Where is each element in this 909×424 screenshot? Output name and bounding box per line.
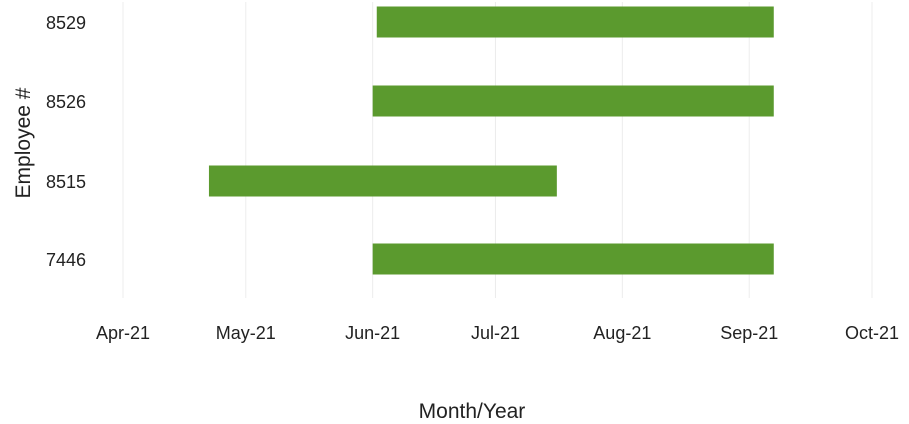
- x-tick-label: Sep-21: [720, 323, 778, 343]
- bar-employee-7446: [372, 243, 774, 275]
- x-tick-label: Apr-21: [96, 323, 150, 343]
- gridlines: [122, 2, 873, 298]
- bars: [208, 6, 774, 275]
- x-tick-label: May-21: [216, 323, 276, 343]
- bar-employee-8526: [372, 85, 774, 117]
- bar-employee-8529: [376, 6, 774, 38]
- x-tick-label: Jul-21: [471, 323, 520, 343]
- y-tick-label: 8529: [46, 13, 86, 33]
- x-tick-label: Aug-21: [593, 323, 651, 343]
- y-tick-label: 8515: [46, 172, 86, 192]
- y-tick-label: 7446: [46, 250, 86, 270]
- x-tick-label: Oct-21: [845, 323, 899, 343]
- y-tick-labels: 8529 8526 8515 7446: [46, 13, 86, 270]
- x-tick-labels: Apr-21 May-21 Jun-21 Jul-21 Aug-21 Sep-21 Oct-…: [96, 323, 899, 343]
- y-tick-label: 8526: [46, 92, 86, 112]
- bar-employee-8515: [208, 165, 557, 197]
- x-axis-title: Month/Year: [419, 400, 526, 423]
- x-tick-label: Jun-21: [345, 323, 400, 343]
- y-axis-title: Employee #: [12, 87, 35, 198]
